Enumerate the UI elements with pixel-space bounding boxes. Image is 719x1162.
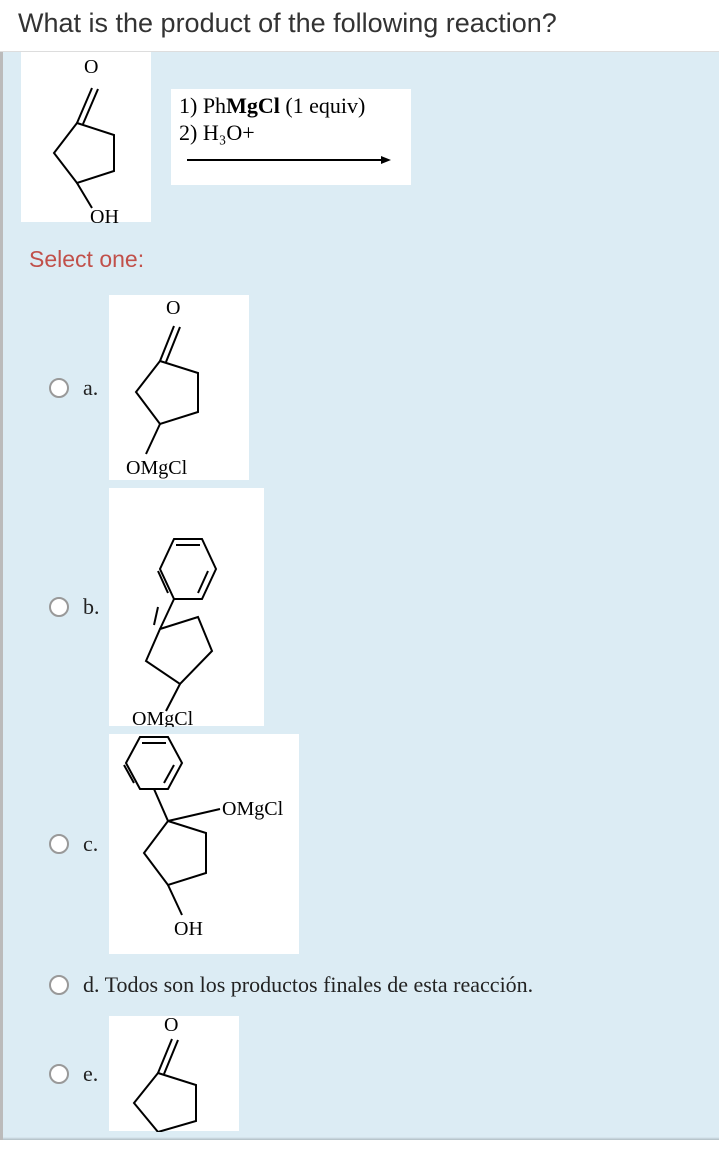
- radio-a[interactable]: [49, 378, 69, 398]
- question-body: O OH 1) PhMgCl (1 equiv) 2) H₃O+ Select …: [0, 52, 719, 1140]
- hydroxyl-label: OH: [90, 206, 119, 223]
- option-d[interactable]: d. Todos son los productos finales de es…: [3, 958, 719, 1012]
- option-c[interactable]: c. OMgCl OH: [3, 730, 719, 958]
- reagent-box: 1) PhMgCl (1 equiv) 2) H₃O+: [171, 89, 411, 185]
- option-e-molecule: O: [109, 1016, 239, 1131]
- select-one-text: Select one:: [3, 228, 719, 291]
- svg-text:O: O: [166, 297, 180, 319]
- radio-b[interactable]: [49, 597, 69, 617]
- option-a-label: a.: [83, 375, 103, 401]
- radio-e[interactable]: [49, 1064, 69, 1084]
- svg-text:OMgCl: OMgCl: [222, 798, 284, 820]
- option-a[interactable]: a. O OMgCl: [3, 291, 719, 484]
- svg-text:OMgCl: OMgCl: [126, 457, 188, 479]
- svg-text:OH: OH: [174, 918, 203, 940]
- option-a-molecule: O OMgCl: [109, 295, 249, 480]
- option-c-molecule: OMgCl OH: [109, 734, 299, 954]
- option-b-label: b.: [83, 594, 103, 620]
- option-b[interactable]: b. OMgCl: [3, 484, 719, 730]
- reagent-line-1: 1) PhMgCl (1 equiv): [179, 93, 403, 119]
- reaction-arrow: [179, 150, 403, 170]
- reaction-scheme: O OH 1) PhMgCl (1 equiv) 2) H₃O+: [3, 52, 719, 228]
- svg-text:OMgCl: OMgCl: [132, 708, 194, 727]
- option-e[interactable]: e. O: [3, 1012, 719, 1135]
- option-b-molecule: OMgCl: [109, 488, 264, 726]
- svg-text:O: O: [164, 1017, 178, 1036]
- starting-material: O OH: [21, 52, 151, 222]
- bottom-cutoff: [3, 1137, 719, 1140]
- radio-c[interactable]: [49, 834, 69, 854]
- option-c-label: c.: [83, 831, 103, 857]
- oxygen-label: O: [84, 56, 98, 78]
- radio-d[interactable]: [49, 975, 69, 995]
- option-d-text: d. Todos son los productos finales de es…: [83, 972, 533, 998]
- reagent-line-2: 2) H₃O+: [179, 120, 403, 146]
- question-text: What is the product of the following rea…: [0, 0, 719, 52]
- option-e-label: e.: [83, 1061, 103, 1087]
